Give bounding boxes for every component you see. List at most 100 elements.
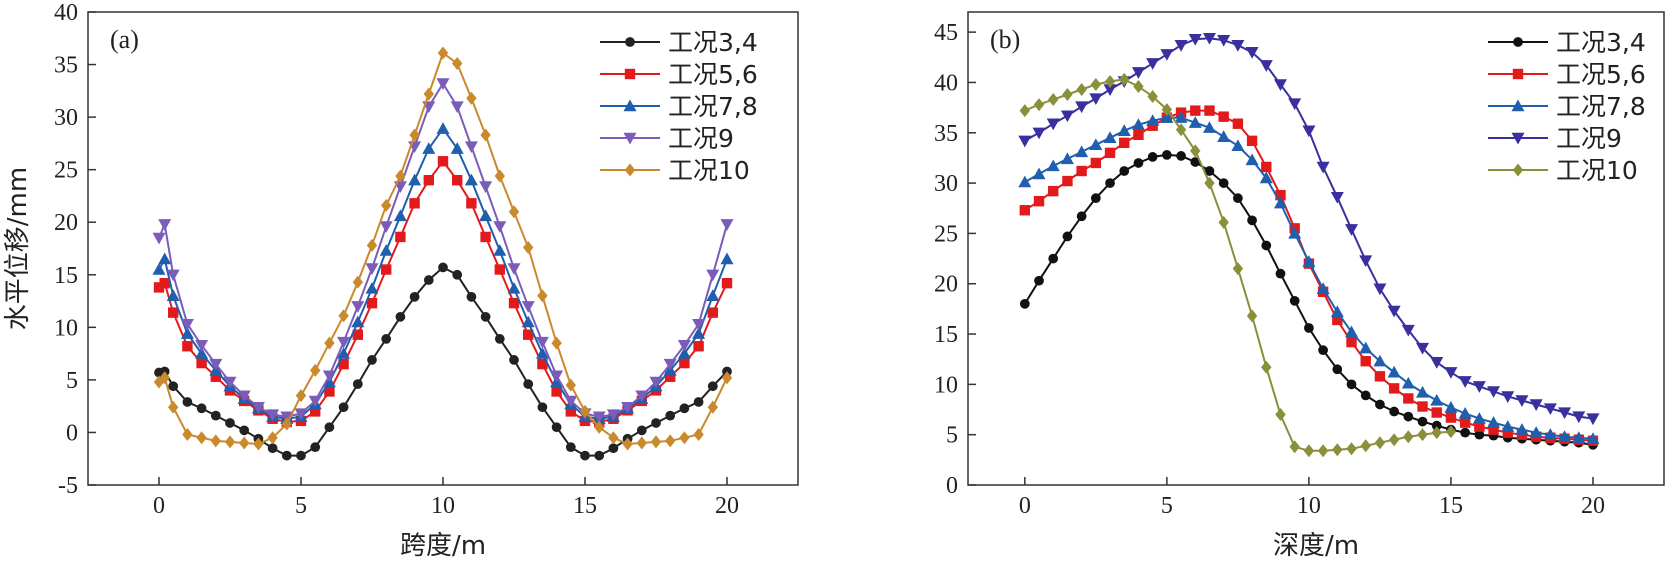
data-point-a-4 (168, 400, 179, 414)
data-point-a-4 (665, 434, 676, 448)
data-point-b-2 (1231, 139, 1245, 152)
data-point-b-1 (1388, 383, 1400, 394)
data-point-b-2 (1458, 407, 1472, 419)
data-point-a-4 (679, 431, 690, 445)
data-point-a-4 (480, 128, 491, 142)
legend-b: 工况3,4 工况5,6 工况7,8 工况9 工况10 (1488, 28, 1646, 185)
data-point-a-4 (466, 91, 477, 105)
plot-frame-b (967, 11, 1665, 486)
y-tick-label-b: 5 (946, 423, 958, 449)
data-point-b-0 (1346, 379, 1357, 390)
series-line-a-2 (158, 126, 728, 420)
series-a-3 (152, 78, 734, 424)
data-point-a-1 (551, 386, 562, 397)
legend-label-b-1: 工况5,6 (1556, 60, 1646, 89)
data-point-a-3 (564, 395, 578, 408)
data-point-a-0 (594, 450, 605, 461)
legend-label-a-1: 工况5,6 (668, 60, 758, 89)
data-point-a-4 (622, 437, 633, 451)
data-point-b-0 (1119, 166, 1130, 176)
series-line-a-1 (158, 159, 728, 423)
data-point-b-1 (1204, 105, 1215, 116)
data-point-b-1 (1431, 407, 1442, 418)
data-point-a-0 (438, 262, 448, 273)
data-point-b-4 (1374, 436, 1386, 450)
x-tick-label-a: 5 (295, 493, 307, 519)
data-point-b-4 (1147, 90, 1158, 104)
data-point-a-4 (452, 57, 463, 71)
x-tick-label-a: 0 (153, 493, 165, 519)
data-point-b-4 (1403, 430, 1414, 444)
data-point-a-3 (706, 269, 720, 282)
data-point-b-3 (1046, 118, 1060, 131)
data-point-a-3 (294, 408, 308, 421)
data-point-a-4 (707, 400, 718, 414)
data-point-b-1 (1076, 165, 1087, 177)
data-point-a-0 (707, 381, 718, 392)
y-tick-label-a: 25 (54, 158, 78, 184)
data-point-a-0 (324, 422, 335, 433)
y-tick-label-a: 30 (54, 105, 78, 131)
data-point-a-3 (677, 340, 691, 352)
data-point-a-1 (707, 307, 718, 318)
data-point-a-2 (479, 209, 493, 222)
y-tick-label-b: 0 (946, 473, 958, 499)
series-line-b-2 (1024, 116, 1594, 440)
data-point-b-1 (1119, 137, 1130, 149)
data-point-b-1 (1332, 314, 1343, 326)
data-point-b-2 (1416, 385, 1430, 398)
data-point-a-3 (635, 390, 649, 403)
legend-label-a-2: 工况7,8 (668, 92, 758, 121)
data-point-a-3 (251, 402, 265, 414)
data-point-a-3 (521, 301, 535, 313)
data-point-b-0 (1218, 178, 1229, 188)
data-point-a-3 (351, 301, 365, 313)
data-point-a-2 (436, 122, 450, 134)
data-point-a-3 (166, 269, 180, 282)
data-point-a-1 (565, 406, 576, 417)
y-tick-label-b: 15 (934, 322, 958, 348)
data-point-b-2 (1330, 305, 1344, 318)
data-point-b-1 (1048, 185, 1059, 197)
data-point-a-1 (423, 174, 434, 186)
series-b-3 (1018, 32, 1600, 426)
data-point-b-4 (1246, 309, 1258, 323)
data-point-a-4 (551, 336, 562, 350)
data-point-a-2 (180, 327, 194, 339)
data-point-b-3 (1359, 255, 1373, 268)
legend-marker-a-2 (623, 99, 637, 112)
data-point-b-1 (1445, 412, 1457, 423)
data-point-a-1 (679, 357, 690, 369)
data-point-a-4 (324, 336, 335, 350)
data-point-a-1 (352, 329, 363, 340)
data-point-b-3 (1259, 60, 1273, 72)
data-point-a-1 (182, 341, 193, 352)
data-point-b-0 (1190, 157, 1201, 167)
data-point-a-4 (224, 435, 236, 449)
data-point-b-0 (1176, 151, 1186, 161)
data-point-b-0 (1389, 406, 1399, 417)
data-point-a-0 (310, 442, 321, 453)
data-point-b-2 (1543, 428, 1557, 440)
data-point-a-2 (507, 281, 521, 294)
data-point-a-3 (152, 232, 166, 245)
data-point-a-3 (450, 101, 464, 114)
data-point-a-1 (480, 231, 491, 243)
data-point-a-0 (665, 410, 676, 421)
legend-marker-b-0 (1513, 37, 1523, 47)
data-point-a-4 (352, 275, 363, 289)
data-point-b-0 (1318, 345, 1328, 356)
data-point-b-3 (1174, 40, 1188, 52)
series-line-a-4 (158, 51, 728, 446)
data-point-b-3 (1131, 67, 1145, 79)
data-point-b-3 (1501, 391, 1515, 403)
data-point-b-4 (1317, 444, 1329, 458)
data-point-a-0 (452, 269, 463, 280)
data-point-a-1 (452, 174, 463, 186)
data-point-a-1 (168, 307, 179, 318)
data-point-a-2 (408, 173, 422, 186)
y-tick-label-b: 35 (934, 121, 958, 147)
data-point-a-3 (280, 411, 294, 424)
data-point-a-4 (159, 371, 170, 385)
legend-label-a-0: 工况3,4 (668, 28, 758, 57)
